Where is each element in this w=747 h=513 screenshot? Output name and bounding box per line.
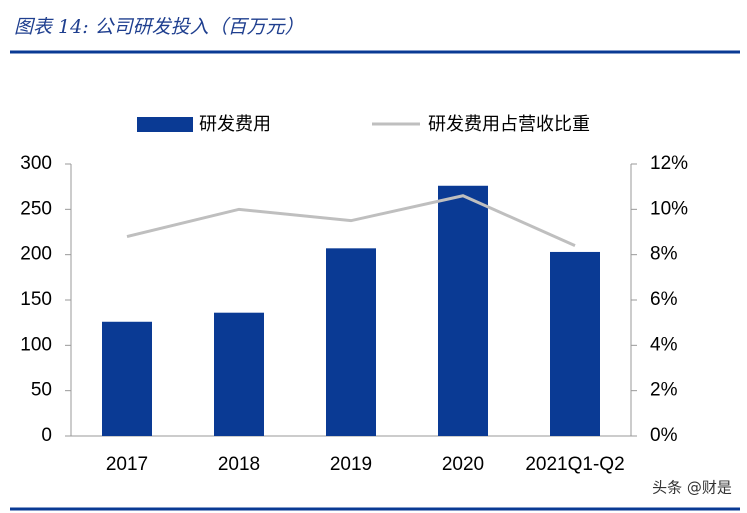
chart-title: 图表 14: 公司研发投入（百万元） <box>14 16 304 38</box>
y-tick-label: 100 <box>20 334 52 355</box>
y2-tick-label: 6% <box>650 289 678 310</box>
watermark: 头条 @财是 <box>652 479 732 497</box>
legend-swatch <box>137 117 193 132</box>
bar <box>326 248 376 436</box>
y2-tick-label: 10% <box>650 198 688 219</box>
y-tick-label: 150 <box>20 289 52 310</box>
legend-label: 研发费用 <box>199 114 271 135</box>
x-tick-label: 2020 <box>442 454 484 475</box>
x-tick-label: 2021Q1-Q2 <box>525 454 624 475</box>
legend-label: 研发费用占营收比重 <box>428 114 590 135</box>
bar <box>102 321 152 436</box>
x-tick-label: 2018 <box>218 454 260 475</box>
y2-tick-label: 8% <box>650 244 678 265</box>
x-tick-label: 2019 <box>330 454 372 475</box>
y-tick-label: 200 <box>20 244 52 265</box>
x-tick-label: 2017 <box>106 454 148 475</box>
line <box>126 194 576 247</box>
y-tick-label: 300 <box>20 153 52 174</box>
bar <box>438 185 488 436</box>
bar <box>214 312 264 436</box>
y-tick-label: 50 <box>31 380 52 401</box>
y2-tick-label: 2% <box>650 380 678 401</box>
y-tick-label: 0 <box>41 425 52 446</box>
y-tick-label: 250 <box>20 198 52 219</box>
y2-tick-label: 0% <box>650 425 678 446</box>
y2-tick-label: 4% <box>650 334 678 355</box>
bar <box>550 251 600 436</box>
y2-tick-label: 12% <box>650 153 688 174</box>
